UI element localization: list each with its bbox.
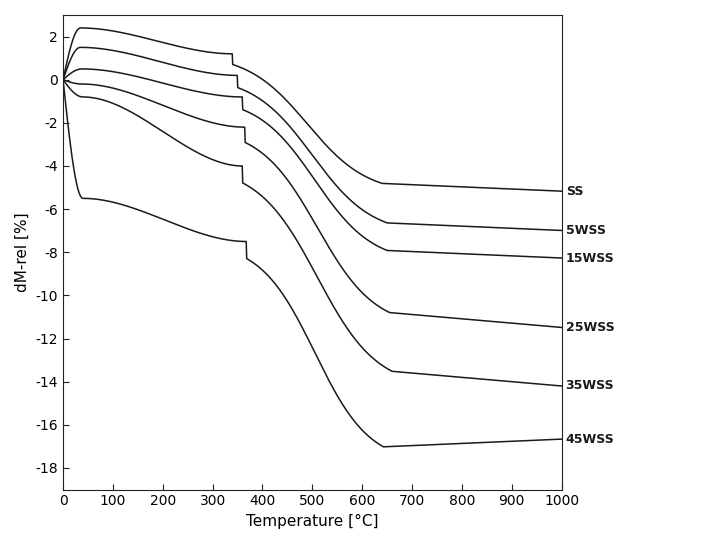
X-axis label: Temperature [°C]: Temperature [°C] bbox=[246, 514, 379, 529]
Text: 25WSS: 25WSS bbox=[565, 321, 615, 334]
Text: SS: SS bbox=[565, 184, 583, 197]
Y-axis label: dM-rel [%]: dM-rel [%] bbox=[15, 213, 30, 292]
Text: 5WSS: 5WSS bbox=[565, 224, 606, 237]
Text: 35WSS: 35WSS bbox=[565, 380, 614, 393]
Text: 15WSS: 15WSS bbox=[565, 251, 615, 264]
Text: 45WSS: 45WSS bbox=[565, 432, 615, 446]
